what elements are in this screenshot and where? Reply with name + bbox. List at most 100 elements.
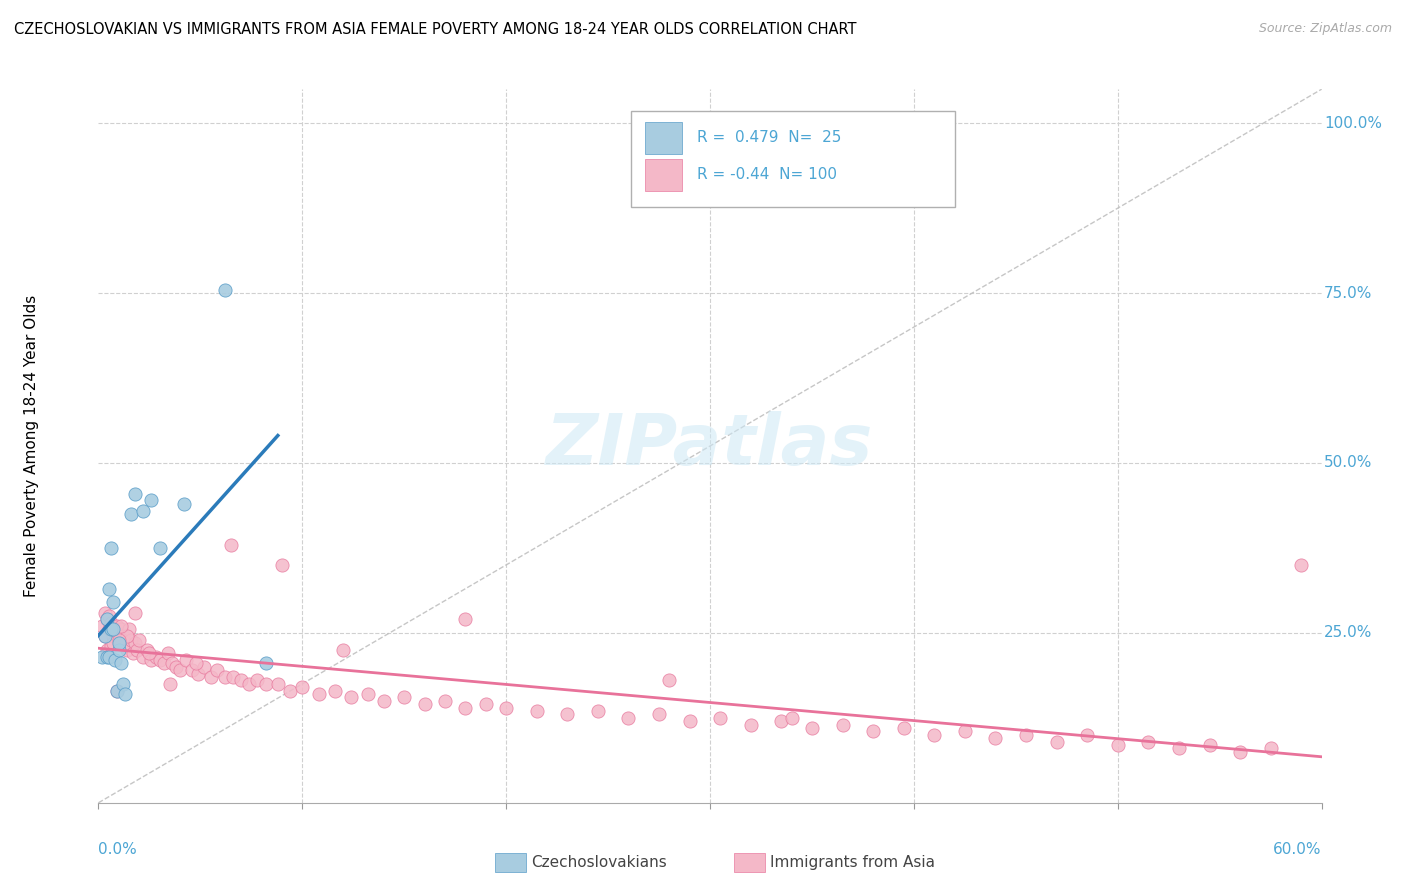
Point bbox=[132, 649, 155, 664]
Text: 50.0%: 50.0% bbox=[1324, 456, 1372, 470]
Point bbox=[392, 690, 416, 705]
Point bbox=[96, 612, 118, 626]
Point bbox=[104, 626, 127, 640]
Text: ZIPatlas: ZIPatlas bbox=[547, 411, 873, 481]
Point bbox=[434, 694, 457, 708]
Text: Female Poverty Among 18-24 Year Olds: Female Poverty Among 18-24 Year Olds bbox=[24, 295, 38, 597]
Point bbox=[159, 677, 181, 691]
Point bbox=[122, 646, 145, 660]
Point bbox=[953, 724, 976, 739]
Point bbox=[105, 683, 128, 698]
Text: R =  0.479  N=  25: R = 0.479 N= 25 bbox=[696, 130, 841, 145]
Point bbox=[165, 660, 187, 674]
Point bbox=[105, 683, 128, 698]
Point bbox=[709, 711, 731, 725]
Point bbox=[1045, 734, 1069, 748]
Point bbox=[132, 503, 155, 517]
Point bbox=[617, 711, 640, 725]
Point bbox=[100, 640, 122, 654]
Point bbox=[120, 632, 142, 647]
Point bbox=[740, 717, 762, 731]
Point bbox=[97, 649, 120, 664]
Point bbox=[114, 687, 136, 701]
Point bbox=[373, 694, 395, 708]
Point bbox=[193, 660, 215, 674]
Point bbox=[770, 714, 793, 729]
Point bbox=[1107, 738, 1129, 752]
Point bbox=[270, 558, 294, 572]
Point bbox=[555, 707, 579, 722]
Point bbox=[141, 493, 163, 508]
Point bbox=[231, 673, 253, 688]
Point bbox=[96, 612, 118, 626]
Point bbox=[115, 643, 138, 657]
Point bbox=[97, 623, 120, 637]
Point bbox=[323, 683, 346, 698]
Point bbox=[96, 649, 118, 664]
Text: Czechoslovakians: Czechoslovakians bbox=[531, 855, 668, 870]
Point bbox=[308, 687, 330, 701]
Point bbox=[91, 649, 114, 664]
Point bbox=[93, 629, 115, 643]
Point bbox=[108, 636, 131, 650]
Point bbox=[149, 653, 172, 667]
Point bbox=[136, 643, 159, 657]
Bar bbox=[645, 121, 682, 153]
Point bbox=[214, 670, 236, 684]
Point bbox=[267, 677, 290, 691]
Point bbox=[124, 606, 146, 620]
Text: 75.0%: 75.0% bbox=[1324, 285, 1372, 301]
Point bbox=[356, 687, 378, 701]
Point bbox=[984, 731, 1007, 746]
Point bbox=[124, 486, 146, 500]
Point bbox=[1229, 745, 1251, 759]
Point bbox=[101, 595, 124, 609]
Point bbox=[893, 721, 915, 735]
Text: 60.0%: 60.0% bbox=[1274, 842, 1322, 857]
Point bbox=[862, 724, 884, 739]
Point bbox=[115, 629, 138, 643]
Point bbox=[1137, 734, 1160, 748]
Point bbox=[108, 632, 131, 647]
Point bbox=[114, 636, 136, 650]
Point bbox=[174, 653, 197, 667]
Point bbox=[138, 646, 160, 660]
Bar bbox=[645, 159, 682, 191]
Text: 25.0%: 25.0% bbox=[1324, 625, 1372, 640]
Text: CZECHOSLOVAKIAN VS IMMIGRANTS FROM ASIA FEMALE POVERTY AMONG 18-24 YEAR OLDS COR: CZECHOSLOVAKIAN VS IMMIGRANTS FROM ASIA … bbox=[14, 22, 856, 37]
Point bbox=[93, 606, 115, 620]
Point bbox=[105, 619, 128, 633]
Point bbox=[111, 677, 134, 691]
Text: 0.0%: 0.0% bbox=[98, 842, 138, 857]
Point bbox=[474, 698, 498, 712]
Point bbox=[413, 698, 436, 712]
Point bbox=[214, 283, 236, 297]
Point bbox=[111, 629, 134, 643]
Point bbox=[173, 497, 195, 511]
Point bbox=[332, 643, 354, 657]
Point bbox=[160, 657, 183, 671]
Point bbox=[454, 700, 477, 714]
Point bbox=[278, 683, 301, 698]
Point bbox=[219, 537, 242, 551]
Point bbox=[922, 728, 945, 742]
Point bbox=[780, 711, 803, 725]
Point bbox=[526, 704, 548, 718]
Point bbox=[495, 700, 517, 714]
Point bbox=[1291, 558, 1313, 572]
Point bbox=[586, 704, 609, 718]
Point bbox=[222, 670, 245, 684]
Point bbox=[101, 623, 124, 637]
Point bbox=[100, 541, 122, 555]
Point bbox=[454, 612, 477, 626]
Point bbox=[96, 643, 118, 657]
Point bbox=[200, 670, 222, 684]
Point bbox=[340, 690, 363, 705]
Point bbox=[1198, 738, 1220, 752]
Point bbox=[187, 666, 209, 681]
Point bbox=[291, 680, 314, 694]
Point bbox=[97, 582, 120, 596]
Point bbox=[1260, 741, 1282, 756]
Point bbox=[128, 632, 150, 647]
Point bbox=[93, 629, 115, 643]
